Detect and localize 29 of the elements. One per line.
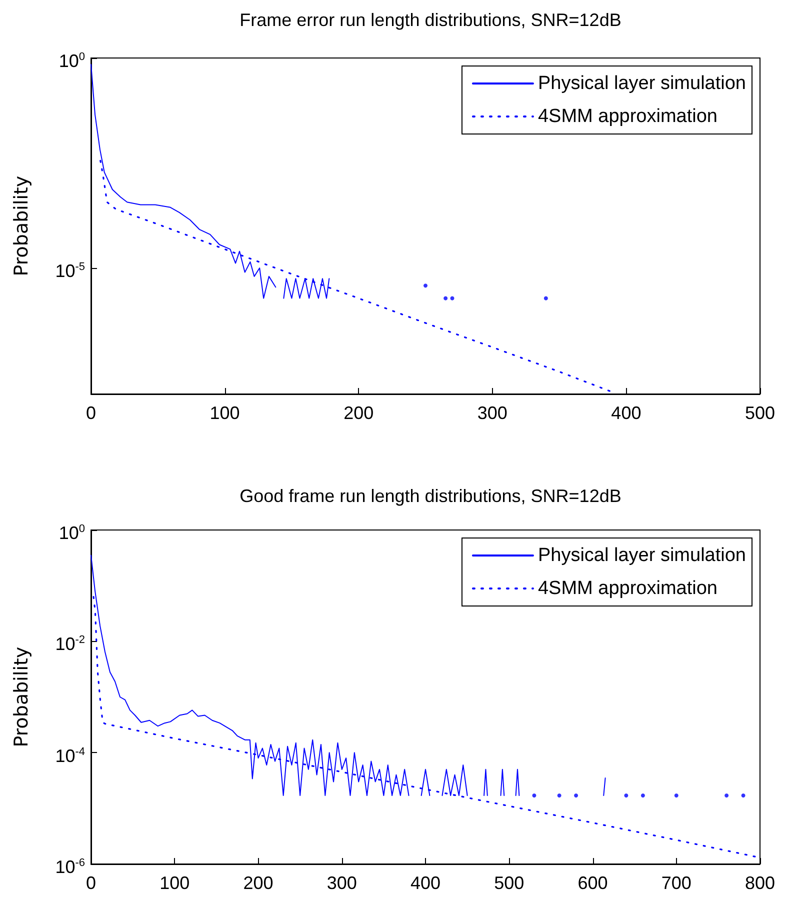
y-axis-title: Probability — [10, 646, 32, 748]
x-tick-label: 300 — [477, 403, 508, 423]
legend-label: 4SMM approximation — [538, 578, 718, 599]
x-tick-label: 500 — [744, 403, 776, 423]
x-tick-label: 400 — [611, 403, 642, 423]
x-tick-label: 700 — [661, 873, 692, 893]
x-tick-label: 100 — [210, 403, 240, 423]
x-tick-label: 100 — [160, 873, 190, 893]
x-tick-label: 600 — [578, 873, 608, 893]
y-tick-label: 10$^{-4}$ — [55, 744, 85, 767]
x-tick-label: 800 — [744, 873, 776, 893]
legend-label: Physical layer simulation — [538, 545, 746, 566]
legend-label: 4SMM approximation — [538, 106, 718, 127]
chart-title: Frame error run length distributions, SNR=12dB — [240, 10, 622, 30]
y-tick-label: 10$^{-6}$ — [55, 856, 85, 878]
y-tick-label: 10$^{0}$ — [58, 50, 85, 72]
y-tick-label: 10$^{-2}$ — [55, 633, 85, 656]
x-tick-label: 200 — [243, 873, 274, 893]
x-tick-label: 0 — [86, 403, 96, 423]
legend-label: Physical layer simulation — [538, 73, 746, 94]
chart-title: Good frame run length distributions, SNR=12dB — [240, 486, 622, 506]
x-tick-label: 200 — [344, 403, 374, 423]
y-tick-label: 10$^{0}$ — [58, 522, 85, 544]
x-tick-label: 400 — [410, 873, 441, 893]
y-axis-title: Probability — [10, 176, 32, 276]
y-tick-label: 10$^{-5}$ — [55, 260, 85, 282]
x-tick-label: 300 — [326, 873, 357, 893]
x-tick-label: 0 — [86, 873, 96, 893]
x-tick-label: 500 — [494, 873, 524, 893]
